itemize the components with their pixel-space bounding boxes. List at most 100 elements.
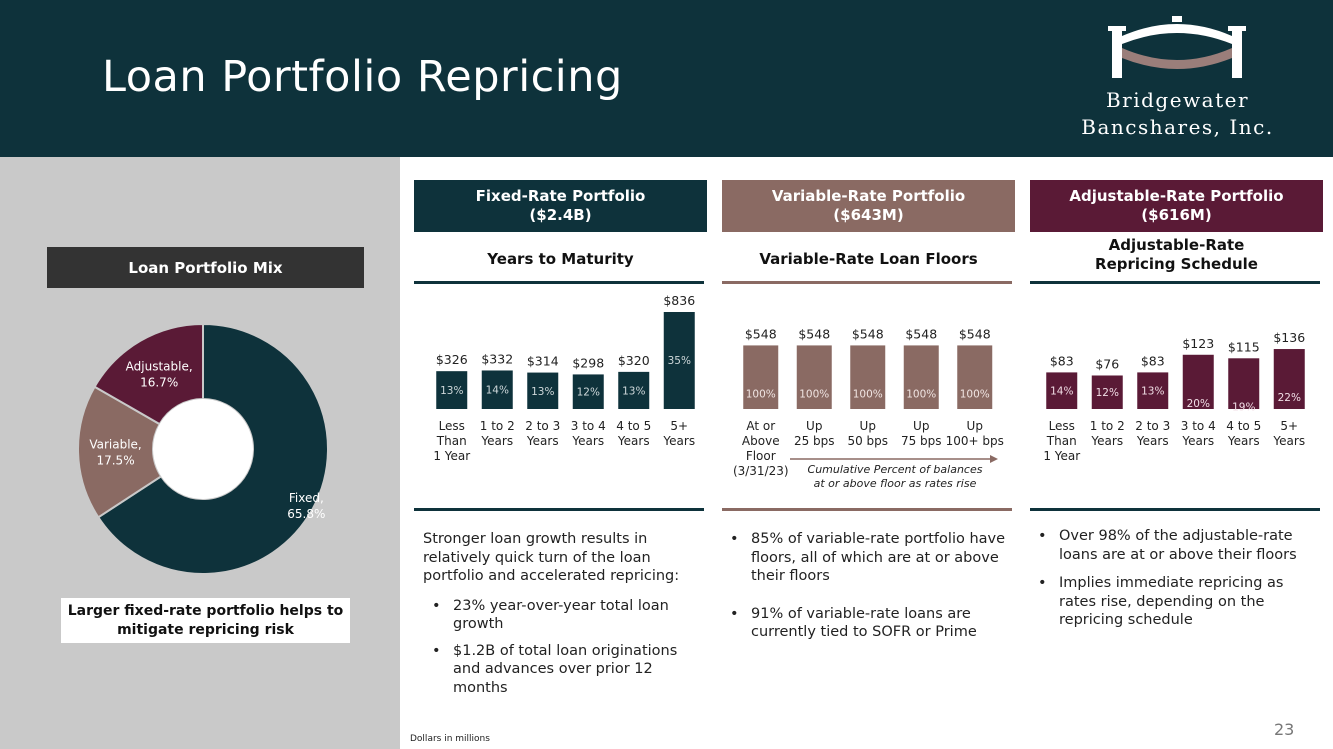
category-label: Above — [742, 434, 780, 448]
bridge-arch-icon — [1108, 16, 1246, 78]
bar — [796, 345, 832, 409]
bar-pct-label: 100% — [799, 388, 829, 400]
bar-pct-label: 100% — [906, 388, 936, 400]
fixed-rate-subtitle: Years to Maturity — [487, 250, 634, 268]
category-label: 4 to 5 — [616, 419, 651, 433]
adjustable-bullet-1: Over 98% of the adjustable-rate loans ar… — [1029, 527, 1314, 564]
fixed-rate-bottom-rule — [414, 508, 704, 511]
bar-pct-label: 12% — [1096, 387, 1119, 399]
fixed-bullet-2: $1.2B of total loan originations and adv… — [423, 642, 708, 698]
fixed-rate-header-title: Fixed-Rate Portfolio — [475, 187, 646, 205]
bar-value-label: $136 — [1273, 330, 1305, 345]
category-label: 5+ — [1280, 419, 1298, 433]
bar-value-label: $548 — [905, 326, 937, 341]
donut-hole — [153, 399, 253, 499]
bar-pct-label: 22% — [1278, 392, 1301, 404]
bar-pct-label: 14% — [486, 385, 509, 397]
category-label: 1 to 2 — [480, 419, 515, 433]
bar — [572, 374, 604, 409]
category-label: 5+ — [670, 419, 688, 433]
footnote: Dollars in millions — [410, 734, 490, 744]
bar — [903, 345, 939, 409]
category-label: Less — [1049, 419, 1075, 433]
adjustable-rate-header: Adjustable-Rate Portfolio ($616M) — [1030, 180, 1323, 232]
bar — [743, 345, 779, 409]
logo-name-line1: Bridgewater — [1105, 88, 1250, 112]
bar — [436, 371, 468, 409]
donut-pct-adjustable: 16.7% — [140, 375, 178, 389]
bar-value-label: $548 — [745, 326, 777, 341]
fixed-rate-header-amount: ($2.4B) — [529, 206, 592, 224]
bar-pct-label: 100% — [853, 388, 883, 400]
bar-value-label: $326 — [436, 352, 468, 367]
category-label: 3 to 4 — [571, 419, 606, 433]
floor-arrow-note-line2: at or above floor as rates rise — [814, 477, 977, 488]
bar — [957, 345, 993, 409]
bar-value-label: $123 — [1182, 336, 1214, 351]
bar-value-label: $314 — [527, 354, 559, 369]
page-number: 23 — [1274, 720, 1295, 739]
adjustable-rate-subtitle-line2: Repricing Schedule — [1095, 255, 1258, 273]
category-label: (3/31/23) — [733, 464, 789, 478]
fixed-rate-header: Fixed-Rate Portfolio ($2.4B) — [414, 180, 707, 232]
bar-pct-label: 20% — [1187, 398, 1210, 410]
bar-pct-label: 19% — [1232, 401, 1255, 413]
variable-bullet-1: 85% of variable-rate portfolio have floo… — [721, 530, 1006, 586]
fixed-rate-top-rule — [414, 281, 704, 284]
category-label: 100+ bps — [946, 434, 1004, 448]
adjustable-rate-bottom-rule — [1030, 508, 1320, 511]
variable-rate-header: Variable-Rate Portfolio ($643M) — [722, 180, 1015, 232]
donut-label-variable: Variable, — [89, 437, 141, 451]
bar-pct-label: 100% — [960, 388, 990, 400]
bar — [663, 312, 695, 409]
variable-rate-subtitle: Variable-Rate Loan Floors — [759, 250, 978, 268]
bar-value-label: $298 — [572, 355, 604, 370]
adjustable-rate-text: Over 98% of the adjustable-rate loans ar… — [1029, 527, 1314, 630]
category-label: Floor — [746, 449, 776, 463]
category-label: Up — [913, 419, 929, 433]
category-label: Years — [1181, 434, 1214, 448]
category-label: 75 bps — [901, 434, 942, 448]
floor-arrow-note-line1: Cumulative Percent of balances — [808, 463, 983, 476]
bar-pct-label: 100% — [746, 388, 776, 400]
variable-rate-header-amount: ($643M) — [833, 206, 904, 224]
adjustable-rate-subtitle: Adjustable-Rate Repricing Schedule — [1030, 236, 1323, 274]
bar-value-label: $548 — [852, 326, 884, 341]
bar-value-label: $548 — [798, 326, 830, 341]
fixed-rate-text: Stronger loan growth results in relative… — [423, 530, 708, 697]
bar — [481, 370, 513, 409]
header-banner: Loan Portfolio Repricing Bridgewater Ban… — [0, 0, 1333, 157]
category-label: Up — [806, 419, 822, 433]
category-label: At or — [746, 419, 775, 433]
bar — [527, 372, 559, 409]
category-label: Years — [1272, 434, 1305, 448]
donut-label-adjustable: Adjustable, — [126, 359, 193, 373]
donut-pct-fixed: 65.8% — [287, 507, 325, 521]
category-label: 1 Year — [1043, 449, 1080, 463]
variable-rate-floors-chart: Cumulative Percent of balances at or abo… — [733, 326, 1004, 488]
category-label: 1 Year — [433, 449, 470, 463]
category-label: Years — [571, 434, 604, 448]
loan-mix-donut-chart: Fixed, 65.8% Variable, 17.5% Adjustable, 16.7… — [78, 324, 328, 574]
bar-pct-label: 13% — [1141, 386, 1164, 398]
bar-value-label: $76 — [1095, 356, 1119, 371]
adjustable-rate-header-amount: ($616M) — [1141, 206, 1212, 224]
category-label: Years — [1136, 434, 1169, 448]
bar — [1182, 354, 1214, 409]
variable-rate-top-rule — [722, 281, 1012, 284]
bar-pct-label: 35% — [668, 355, 691, 367]
bar-pct-label: 13% — [622, 385, 645, 397]
bar-value-label: $320 — [618, 353, 650, 368]
category-label: Years — [480, 434, 513, 448]
category-label: 25 bps — [794, 434, 835, 448]
adjustable-rate-header-title: Adjustable-Rate Portfolio — [1069, 187, 1284, 205]
category-label: Than — [1046, 434, 1077, 448]
adjustable-rate-top-rule — [1030, 281, 1320, 284]
company-logo: Bridgewater Bancshares, Inc. — [1060, 14, 1295, 144]
donut-label-fixed: Fixed, — [289, 491, 324, 505]
logo-name-line2: Bancshares, Inc. — [1081, 115, 1274, 139]
category-label: Than — [436, 434, 467, 448]
bar-value-label: $83 — [1141, 353, 1165, 368]
